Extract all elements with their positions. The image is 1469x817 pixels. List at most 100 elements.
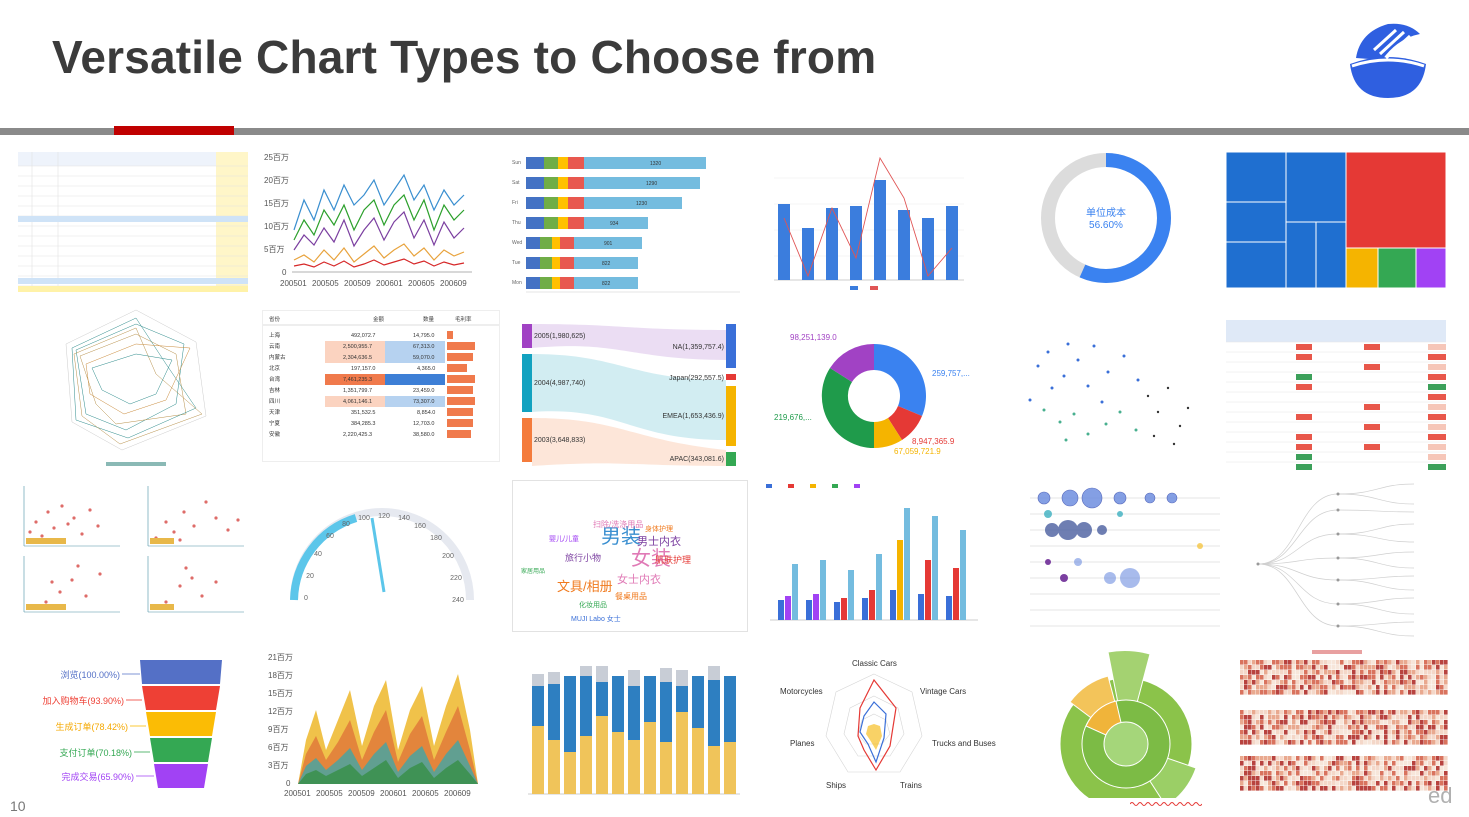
calendar-cell	[1316, 710, 1320, 715]
calendar-cell	[1372, 720, 1376, 725]
calendar-cell	[1336, 710, 1340, 715]
calendar-cell	[1328, 670, 1332, 675]
cloud-word: 旅行小物	[565, 552, 601, 563]
calendar-cell	[1360, 771, 1364, 776]
calendar-cell	[1264, 771, 1268, 776]
calendar-cell	[1324, 740, 1328, 745]
calendar-cell	[1400, 730, 1404, 735]
thumb-stacked-column-chart[interactable]	[758, 480, 984, 630]
gauge-tick: 60	[326, 533, 334, 540]
calendar-cell	[1308, 715, 1312, 720]
calendar-cell	[1392, 690, 1396, 695]
calendar-cell	[1300, 771, 1304, 776]
calendar-cell	[1396, 756, 1400, 761]
calendar-cell	[1328, 786, 1332, 791]
thumb-pivot-table[interactable]	[18, 152, 248, 292]
calendar-cell	[1432, 786, 1436, 791]
calendar-cell	[1392, 756, 1396, 761]
calendar-cell	[1332, 725, 1336, 730]
thumb-donut-chart[interactable]: 98,251,139.0 259,757,... 219,676,... 8,9…	[768, 326, 990, 466]
thumb-multi-line-chart[interactable]: 25百万 20百万 15百万 10百万 5百万 0 200501 200505 …	[262, 150, 474, 290]
calendar-cell	[1304, 781, 1308, 786]
calendar-cell	[1276, 756, 1280, 761]
calendar-cell	[1332, 740, 1336, 745]
thumb-radar-chart[interactable]: Classic Cars Vintage Cars Trucks and Bus…	[776, 654, 1000, 800]
calendar-cell	[1344, 660, 1348, 665]
thumb-calendar-heatmap[interactable]	[1226, 646, 1448, 800]
calendar-cell	[1368, 725, 1372, 730]
calendar-cell	[1364, 710, 1368, 715]
thumb-scatter-matrix[interactable]	[16, 482, 248, 624]
calendar-cell	[1312, 730, 1316, 735]
thumb-funnel-chart[interactable]: 浏览(100.00%) 加入购物车(93.90%) 生成订单(78.42%) 支…	[36, 656, 236, 792]
calendar-cell	[1432, 660, 1436, 665]
calendar-cell	[1404, 786, 1408, 791]
calendar-cell	[1392, 771, 1396, 776]
calendar-cell	[1324, 771, 1328, 776]
calendar-cell	[1284, 680, 1288, 685]
calendar-cell	[1428, 781, 1432, 786]
calendar-cell	[1436, 685, 1440, 690]
category-label: Mon	[512, 280, 522, 286]
thumb-sankey[interactable]: 2005(1,980,625) 2004(4,987,740) 2003(3,6…	[520, 320, 740, 468]
thumb-speedometer[interactable]: 0 20 40 60 80 100 120 140 160 180 200 22…	[278, 496, 486, 614]
thumb-word-cloud[interactable]: 男装 女装 男士内衣 女士内衣 文具/相册 旅行小物 肌肤护理 餐桌用品 MUJ…	[512, 480, 748, 632]
calendar-cell	[1256, 761, 1260, 766]
cloud-word: 扫除/洗涤用品	[593, 519, 643, 529]
calendar-cell	[1376, 680, 1380, 685]
calendar-cell	[1260, 690, 1264, 695]
calendar-cell	[1296, 766, 1300, 771]
thumb-scatter-chart[interactable]	[1008, 316, 1196, 466]
calendar-cell	[1432, 715, 1436, 720]
thumb-stacked-column-tall[interactable]	[514, 656, 744, 800]
calendar-cell	[1340, 710, 1344, 715]
corner-text: ed	[1428, 783, 1453, 808]
calendar-cell	[1280, 786, 1284, 791]
calendar-cell	[1308, 730, 1312, 735]
calendar-cell	[1296, 781, 1300, 786]
calendar-cell	[1320, 725, 1324, 730]
calendar-cell	[1396, 670, 1400, 675]
calendar-cell	[1264, 781, 1268, 786]
thumb-data-table[interactable]: 省份 金额 数量 毛利率 上海 492,072.7 14,795.0 云南 2,…	[262, 310, 500, 462]
thumb-treemap[interactable]	[1226, 148, 1446, 288]
calendar-cell	[1248, 690, 1252, 695]
thumb-sunburst[interactable]	[1052, 650, 1200, 798]
calendar-cell	[1384, 710, 1388, 715]
calendar-cell	[1360, 670, 1364, 675]
thumb-bubble-timeline[interactable]	[1000, 482, 1224, 630]
calendar-cell	[1324, 725, 1328, 730]
calendar-cell	[1268, 776, 1272, 781]
thumb-heat-table[interactable]	[1226, 320, 1446, 472]
thumb-parallel-radar[interactable]	[46, 304, 226, 472]
calendar-cell	[1320, 670, 1324, 675]
calendar-cell	[1428, 771, 1432, 776]
x-tick: 200501	[284, 789, 311, 798]
thumb-stacked-bar-chart[interactable]: Sun Sat Fri Thu Wed Tue Mon 1320 1290 12…	[510, 152, 742, 298]
calendar-cell	[1292, 776, 1296, 781]
page-number: 10	[10, 798, 26, 814]
thumb-stacked-area-chart[interactable]: 21百万 18百万 15百万 12百万 9百万 6百万 3百万 0 200501…	[266, 650, 482, 798]
calendar-cell	[1276, 715, 1280, 720]
table-cell: 天津	[269, 409, 281, 416]
calendar-cell	[1280, 735, 1284, 740]
calendar-cell	[1264, 740, 1268, 745]
calendar-cell	[1412, 715, 1416, 720]
category-label: Thu	[512, 220, 521, 226]
calendar-cell	[1420, 740, 1424, 745]
thumb-tree-diagram[interactable]	[1238, 480, 1446, 640]
thumb-bar-line-combo[interactable]	[758, 148, 988, 294]
calendar-cell	[1260, 725, 1264, 730]
calendar-cell	[1388, 766, 1392, 771]
donut-label: 8,947,365.9	[912, 437, 955, 446]
x-tick: 200601	[376, 279, 403, 288]
calendar-cell	[1324, 756, 1328, 761]
thumb-gauge-ring[interactable]: 单位成本 56.60%	[1030, 148, 1180, 288]
calendar-cell	[1336, 771, 1340, 776]
calendar-cell	[1400, 761, 1404, 766]
calendar-cell	[1404, 690, 1408, 695]
calendar-cell	[1440, 710, 1444, 715]
calendar-cell	[1364, 781, 1368, 786]
calendar-cell	[1288, 710, 1292, 715]
gauge-center-label: 单位成本	[1086, 206, 1126, 219]
